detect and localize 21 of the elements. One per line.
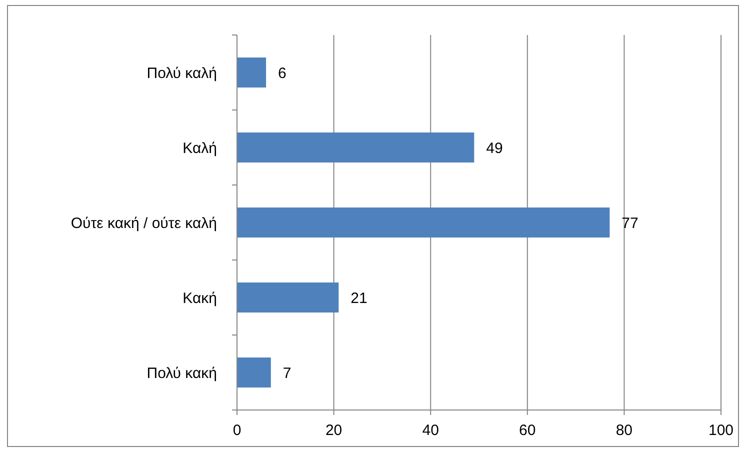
data-label: 7 — [282, 364, 292, 382]
bar — [237, 132, 474, 162]
bar — [237, 58, 266, 88]
x-tick-label: 20 — [325, 422, 342, 439]
data-label: 6 — [278, 64, 286, 82]
data-label: 77 — [622, 214, 638, 232]
bar — [237, 358, 271, 388]
x-tick-label: 40 — [422, 422, 439, 439]
bar — [237, 282, 339, 312]
x-tick-label: 100 — [708, 422, 734, 439]
y-tick-label: Κακή — [182, 290, 217, 307]
y-tick-label: Καλή — [182, 140, 217, 157]
data-label: 49 — [486, 140, 503, 157]
x-tick-label: 80 — [616, 422, 633, 439]
y-tick-label: Ούτε κακή / ούτε καλή — [70, 214, 217, 232]
x-tick-label: 0 — [232, 422, 242, 439]
x-tick-label: 60 — [519, 422, 536, 439]
bar — [237, 208, 610, 238]
y-tick-label: Πολύ καλή — [146, 64, 217, 82]
y-tick-label: Πολύ κακή — [146, 364, 217, 382]
data-label: 21 — [350, 290, 368, 307]
